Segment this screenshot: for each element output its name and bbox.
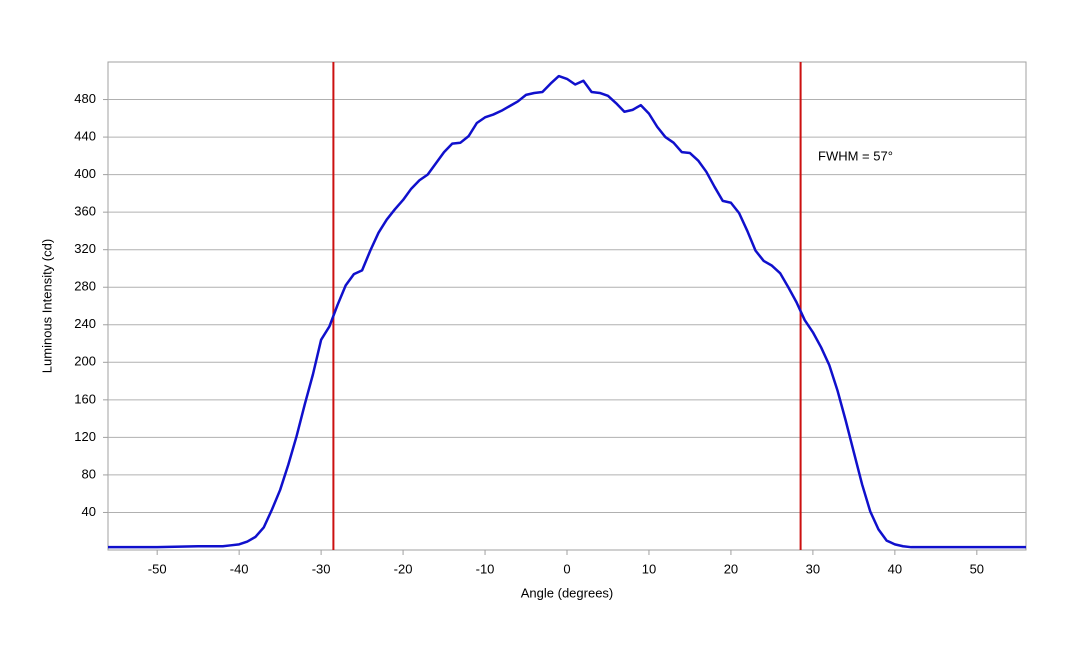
y-tick-label: 240 <box>74 316 96 331</box>
x-tick-label: -10 <box>476 561 495 576</box>
data-line <box>108 74 1026 549</box>
x-tick-label: -50 <box>148 561 167 576</box>
y-tick-label: 480 <box>74 91 96 106</box>
x-tick-label: -30 <box>312 561 331 576</box>
x-tick-label: -20 <box>394 561 413 576</box>
y-tick-label: 80 <box>82 466 96 481</box>
x-axis-label: Angle (degrees) <box>521 585 614 600</box>
y-tick-label: 400 <box>74 166 96 181</box>
x-tick-label: -40 <box>230 561 249 576</box>
plot-area <box>107 61 1027 551</box>
x-tick-label: 10 <box>642 561 656 576</box>
y-tick-label: 320 <box>74 241 96 256</box>
y-tick-label: 440 <box>74 129 96 144</box>
y-tick-label: 40 <box>82 504 96 519</box>
y-tick-label: 120 <box>74 429 96 444</box>
x-tick-label: 30 <box>806 561 820 576</box>
x-tick-label: 40 <box>888 561 902 576</box>
y-tick-label: 360 <box>74 204 96 219</box>
y-axis-label: Luminous Intensity (cd) <box>39 239 54 373</box>
x-tick-label: 50 <box>970 561 984 576</box>
y-tick-label: 200 <box>74 354 96 369</box>
y-tick-label: 160 <box>74 391 96 406</box>
y-tick-label: 280 <box>74 279 96 294</box>
x-tick-label: 20 <box>724 561 738 576</box>
annotation: FWHM = 57° <box>818 148 893 163</box>
x-tick-label: 0 <box>563 561 570 576</box>
